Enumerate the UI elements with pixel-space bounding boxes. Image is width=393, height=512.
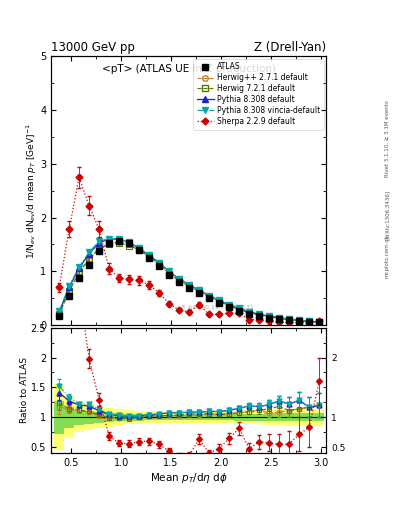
Text: Rivet 3.1.10, ≥ 3.1M events: Rivet 3.1.10, ≥ 3.1M events bbox=[385, 100, 389, 177]
Y-axis label: Ratio to ATLAS: Ratio to ATLAS bbox=[20, 357, 29, 423]
Text: $\beta$, AS @0.19...M735531: $\beta$, AS @0.19...M735531 bbox=[180, 303, 255, 312]
X-axis label: Mean $p_T$/d$\eta$ d$\phi$: Mean $p_T$/d$\eta$ d$\phi$ bbox=[150, 471, 228, 485]
Text: Z (Drell-Yan): Z (Drell-Yan) bbox=[254, 41, 326, 54]
Text: mcplots.cern.ch: mcplots.cern.ch bbox=[385, 234, 389, 278]
Legend: ATLAS, Herwig++ 2.7.1 default, Herwig 7.2.1 default, Pythia 8.308 default, Pythi: ATLAS, Herwig++ 2.7.1 default, Herwig 7.… bbox=[193, 58, 324, 130]
Text: [arXiv:1306.3436]: [arXiv:1306.3436] bbox=[385, 190, 389, 240]
Text: <pT> (ATLAS UE in Z production): <pT> (ATLAS UE in Z production) bbox=[102, 65, 275, 74]
Text: 13000 GeV pp: 13000 GeV pp bbox=[51, 41, 135, 54]
Y-axis label: 1/N$_{ev}$ dN$_{ev}$/d mean $p_T$ [GeV]$^{-1}$: 1/N$_{ev}$ dN$_{ev}$/d mean $p_T$ [GeV]$… bbox=[24, 123, 39, 259]
